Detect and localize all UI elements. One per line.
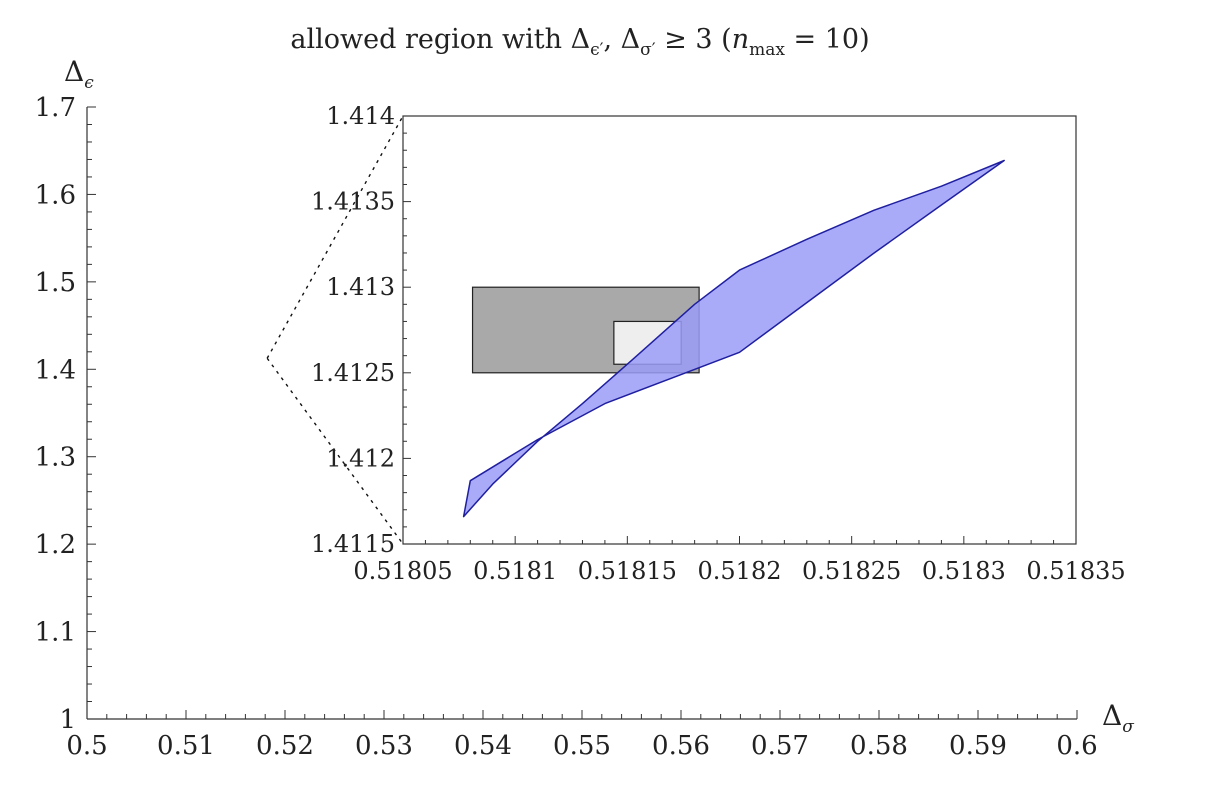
main-x-tick-label: 0.52: [256, 731, 314, 761]
inset-x-tick-label: 0.51815: [578, 557, 677, 585]
main-x-tick-label: 0.5: [66, 731, 107, 761]
main-y-tick-label: 1.7: [35, 93, 76, 123]
y-axis-label: Δϵ: [64, 55, 94, 93]
main-y-tick-label: 1.2: [35, 530, 76, 560]
main-y-tick-label: 1.3: [35, 443, 76, 473]
inset-x-tick-label: 0.51825: [802, 557, 901, 585]
inset-x-tick-label: 0.5181: [473, 557, 557, 585]
zoom-line-upper: [266, 115, 404, 359]
main-y-tick-label: 1.4: [35, 355, 76, 385]
inset-y-tick-label: 1.413: [326, 273, 395, 301]
inset-y-tick-label: 1.4125: [311, 359, 395, 387]
inset-y-tick-label: 1.4135: [311, 188, 395, 216]
main-x-tick-label: 0.55: [553, 731, 611, 761]
main-ticks: 0.5 0.51 0.52 0.53 0.54 0.55 0.56 0.57 0.58 0.59 0…: [35, 93, 1098, 761]
inset-y-tick-label: 1.4115: [311, 530, 395, 558]
inset-y-tick-label: 1.414: [326, 102, 395, 130]
main-x-tick-label: 0.54: [454, 731, 512, 761]
main-y-tick-label: 1.1: [35, 618, 76, 648]
main-x-tick-label: 0.56: [652, 731, 710, 761]
inset-y-tick-label: 1.412: [326, 444, 395, 472]
zoom-connector: [266, 115, 404, 545]
inset-ticks: 0.51805 0.5181 0.51815 0.5182 0.51825 0.5183 0…: [311, 102, 1126, 585]
main-x-tick-label: 0.57: [751, 731, 809, 761]
main-x-tick-label: 0.51: [157, 731, 215, 761]
x-axis-label: Δσ: [1102, 699, 1134, 737]
allowed-region: [462, 159, 1005, 518]
inset-x-tick-label: 0.5182: [698, 557, 782, 585]
main-y-tick-label: 1.5: [35, 268, 76, 298]
main-y-tick-label: 1.6: [35, 180, 76, 210]
chart-title: allowed region with Δϵ′, Δσ′ ≥ 3 (nmax =…: [290, 24, 869, 60]
inset-x-tick-label: 0.5183: [922, 557, 1006, 585]
inset-x-tick-label: 0.51835: [1026, 557, 1125, 585]
main-y-tick-label: 1: [59, 705, 76, 735]
inset-plot: [462, 159, 1005, 518]
main-x-tick-label: 0.53: [355, 731, 413, 761]
inset-x-tick-label: 0.51805: [353, 557, 452, 585]
main-x-tick-label: 0.6: [1056, 731, 1097, 761]
main-x-tick-label: 0.58: [850, 731, 908, 761]
main-x-tick-label: 0.59: [949, 731, 1007, 761]
